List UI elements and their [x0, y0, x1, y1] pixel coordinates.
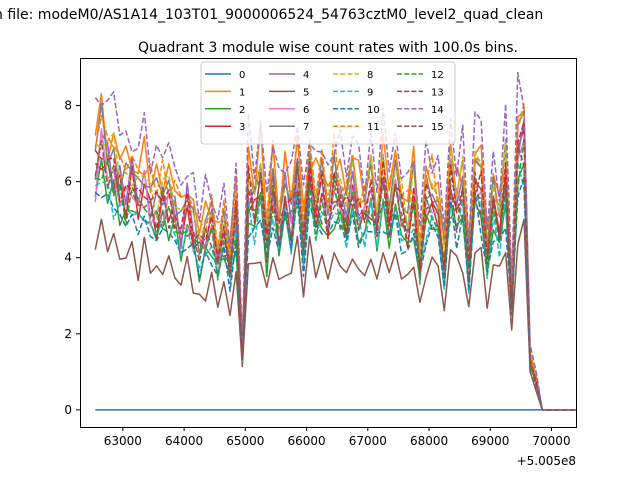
- legend-box: [200, 61, 456, 145]
- x-tick-label: 63000: [104, 434, 142, 448]
- plot-area: [94, 72, 576, 411]
- x-tick-label: 64000: [165, 434, 203, 448]
- series-line-7: [94, 102, 576, 411]
- y-tick-label: 4: [64, 251, 72, 265]
- series-line-11: [94, 103, 576, 411]
- y-tick-label: 0: [64, 403, 72, 417]
- x-tick-label: 67000: [349, 434, 387, 448]
- legend-label-12: 12: [431, 70, 444, 81]
- legend-label-4: 4: [303, 70, 309, 81]
- legend-label-6: 6: [303, 105, 309, 116]
- legend-label-11: 11: [367, 122, 380, 133]
- legend-label-1: 1: [239, 87, 245, 98]
- series-line-10: [94, 176, 576, 411]
- x-tick-label: 69000: [471, 434, 509, 448]
- legend-label-13: 13: [431, 87, 444, 98]
- legend-label-10: 10: [367, 105, 380, 116]
- x-tick-label: 65000: [226, 434, 264, 448]
- series-line-15: [94, 140, 576, 411]
- y-axis: 0 2 4 6 8: [64, 99, 80, 417]
- legend-label-7: 7: [303, 122, 309, 133]
- legend-label-9: 9: [367, 87, 373, 98]
- x-tick-label: 70000: [532, 434, 570, 448]
- legend-label-0: 0: [239, 70, 245, 81]
- legend-label-3: 3: [239, 122, 245, 133]
- x-axis: 63000 64000 65000 66000 67000 68000 69000 70000: [104, 427, 571, 448]
- x-offset-label: +5.005e8: [517, 454, 576, 468]
- figure-title: n file: modeM0/AS1A14_103T01_9000006524_…: [0, 7, 543, 23]
- x-tick-label: 66000: [287, 434, 325, 448]
- series-line-14: [94, 72, 576, 411]
- y-tick-label: 6: [64, 175, 72, 189]
- legend-label-15: 15: [431, 122, 444, 133]
- series-line-5: [94, 218, 576, 411]
- legend-label-14: 14: [431, 105, 444, 116]
- y-tick-label: 2: [64, 327, 72, 341]
- series-line-8: [94, 108, 576, 411]
- legend-label-2: 2: [239, 105, 245, 116]
- y-tick-label: 8: [64, 99, 72, 113]
- x-tick-label: 68000: [410, 434, 448, 448]
- legend-label-5: 5: [303, 87, 309, 98]
- axes-frame: [80, 58, 577, 428]
- legend-label-8: 8: [367, 70, 373, 81]
- chart-title: Quadrant 3 module wise count rates with …: [138, 40, 518, 56]
